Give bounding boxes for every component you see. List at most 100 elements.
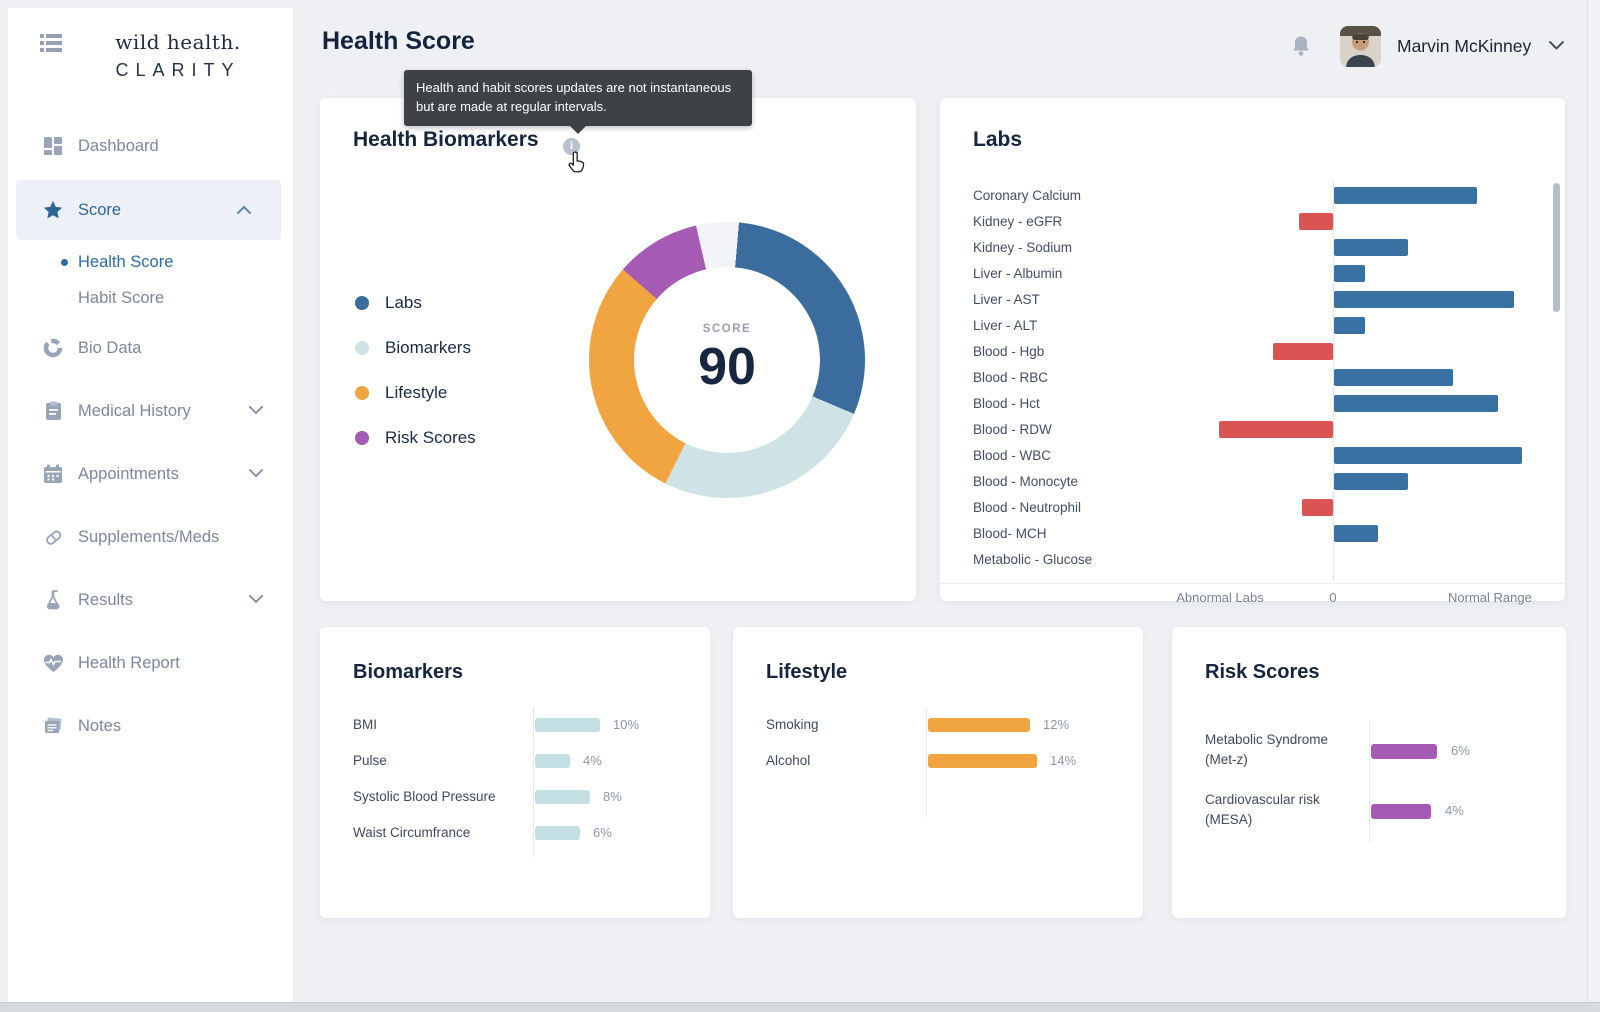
risk-label-line2: (Met-z) [1205,752,1248,767]
labs-bar [1334,265,1365,282]
labs-row-label: Coronary Calcium [973,188,1082,203]
tooltip: Health and habit scores updates are not … [404,70,752,134]
risk-value: 4% [1445,803,1464,818]
vertical-scrollbar-track[interactable] [1587,0,1600,1012]
active-bullet-icon [61,258,68,266]
lifestyle-chart: Smoking 12% Alcohol 14% [733,707,1143,779]
lifestyle-card: Lifestyle Smoking 12% Alcohol 14% [733,627,1143,918]
risk-value: 6% [1451,743,1470,758]
brand-name: wild health. [115,30,241,54]
labs-row-label: Kidney - Sodium [973,240,1073,255]
labs-bar [1334,317,1365,334]
menu-list-icon [40,34,62,52]
flask-icon [42,589,64,611]
sidebar-subitem-health-score[interactable]: Health Score [8,246,293,278]
sidebar-item-score[interactable]: Score [16,180,281,240]
hbar-value: 8% [603,789,622,804]
axis-label-normal: Normal Range [1448,590,1532,605]
labs-row-label: Liver - ALT [973,318,1038,333]
avatar[interactable] [1340,25,1381,67]
labs-row: Blood- MCH [940,521,1565,547]
labs-scrollbar-thumb[interactable] [1553,183,1560,312]
biomarkers-card: Biomarkers BMI 10% Pulse 4% Systolic Blood P… [320,627,710,918]
sidebar-item-bio-data[interactable]: Bio Data [8,328,293,368]
risk-row-label: Cardiovascular risk (MESA) [1205,790,1320,830]
chevron-down-icon [249,465,263,483]
sidebar-item-label: Bio Data [78,338,142,357]
biomarkers-chart: BMI 10% Pulse 4% Systolic Blood Pressure 8% Wa… [320,707,710,851]
labs-row-label: Blood- MCH [973,526,1047,541]
labs-card: Labs Coronary Calcium Kidney - eGFR Kidney… [940,98,1565,605]
labs-bar [1334,395,1498,412]
sidebar: wild health. CLARITY Dashboard Score Hea… [8,8,294,1004]
sidebar-item-medical-history[interactable]: Medical History [8,391,293,431]
sidebar-item-dashboard[interactable]: Dashboard [8,126,293,166]
dashboard-grid-icon [42,135,64,157]
legend-dot-labs [355,295,369,310]
donut-icon [42,337,64,359]
legend-label: Labs [385,292,422,312]
risk-label-line1: Cardiovascular risk [1205,792,1320,807]
labs-row: Coronary Calcium [940,183,1565,209]
hbar-row: BMI 10% [320,707,710,743]
risk-bar [1371,744,1437,759]
notifications-bell-icon[interactable] [1290,34,1312,58]
sidebar-subitem-label: Habit Score [78,288,165,307]
sidebar-subitem-habit-score[interactable]: Habit Score [8,282,293,314]
sidebar-item-notes[interactable]: Notes [8,706,293,746]
lifestyle-axis [926,709,927,817]
labs-row: Blood - Monocyte [940,469,1565,495]
risk-row-label: Metabolic Syndrome (Met-z) [1205,730,1328,770]
labs-row: Metabolic - Glucose [940,547,1565,573]
sidebar-item-label: Appointments [78,464,179,483]
hbar-bar [535,718,600,732]
labs-row-label: Liver - Albumin [973,266,1063,281]
bullet-spacer [61,295,68,302]
hbar-row-label: Systolic Blood Pressure [353,789,496,804]
sidebar-collapse-icon[interactable] [38,30,64,56]
labs-row: Kidney - eGFR [940,209,1565,235]
labs-row-label: Blood - RBC [973,370,1049,385]
sidebar-item-supplements-meds[interactable]: Supplements/Meds [8,517,293,557]
labs-row-label: Blood - Monocyte [973,474,1079,489]
risk-row: Metabolic Syndrome (Met-z) 6% [1172,722,1566,782]
horizontal-scrollbar[interactable] [0,1002,1600,1012]
sidebar-item-appointments[interactable]: Appointments [8,454,293,494]
legend-item-risk-scores: Risk Scores [355,415,476,460]
brand-product: CLARITY [115,60,241,80]
user-name[interactable]: Marvin McKinney [1397,35,1532,56]
hbar-row-label: Smoking [766,717,819,732]
header-user-area: Marvin McKinney [1290,24,1565,68]
user-menu-chevron-down-icon[interactable] [1549,37,1565,55]
info-icon[interactable]: i [563,138,580,155]
sidebar-item-label: Notes [78,716,122,735]
sidebar-item-label: Health Report [78,653,180,672]
legend-label: Risk Scores [385,427,476,447]
hbar-row-label: Pulse [353,753,387,768]
hbar-row: Alcohol 14% [733,743,1143,779]
sidebar-item-health-report[interactable]: Health Report [8,643,293,683]
labs-bar [1299,213,1333,230]
hbar-bar [535,790,590,804]
labs-row-label: Blood - WBC [973,448,1052,463]
labs-row: Blood - Neutrophil [940,495,1565,521]
sidebar-item-results[interactable]: Results [8,580,293,620]
sidebar-item-label: Results [78,590,134,609]
legend-dot-lifestyle [355,385,369,400]
sidebar-item-label: Supplements/Meds [78,527,220,546]
risk-scores-card: Risk Scores Metabolic Syndrome (Met-z) 6% C… [1172,627,1566,918]
brand-logo: wild health. CLARITY [78,30,278,81]
sidebar-item-label: Medical History [78,401,191,420]
labs-row: Kidney - Sodium [940,235,1565,261]
labs-row: Blood - RBC [940,365,1565,391]
avatar-image [1340,25,1381,67]
labs-row-label: Metabolic - Glucose [973,552,1093,567]
biomarkers-axis [533,707,534,857]
hbar-value: 12% [1043,717,1070,732]
clipboard-icon [42,400,64,422]
labs-bar [1334,473,1408,490]
labs-bar [1334,525,1378,542]
labs-row-label: Blood - Hct [973,396,1040,411]
pill-icon [42,526,64,548]
labs-bar [1334,447,1522,464]
